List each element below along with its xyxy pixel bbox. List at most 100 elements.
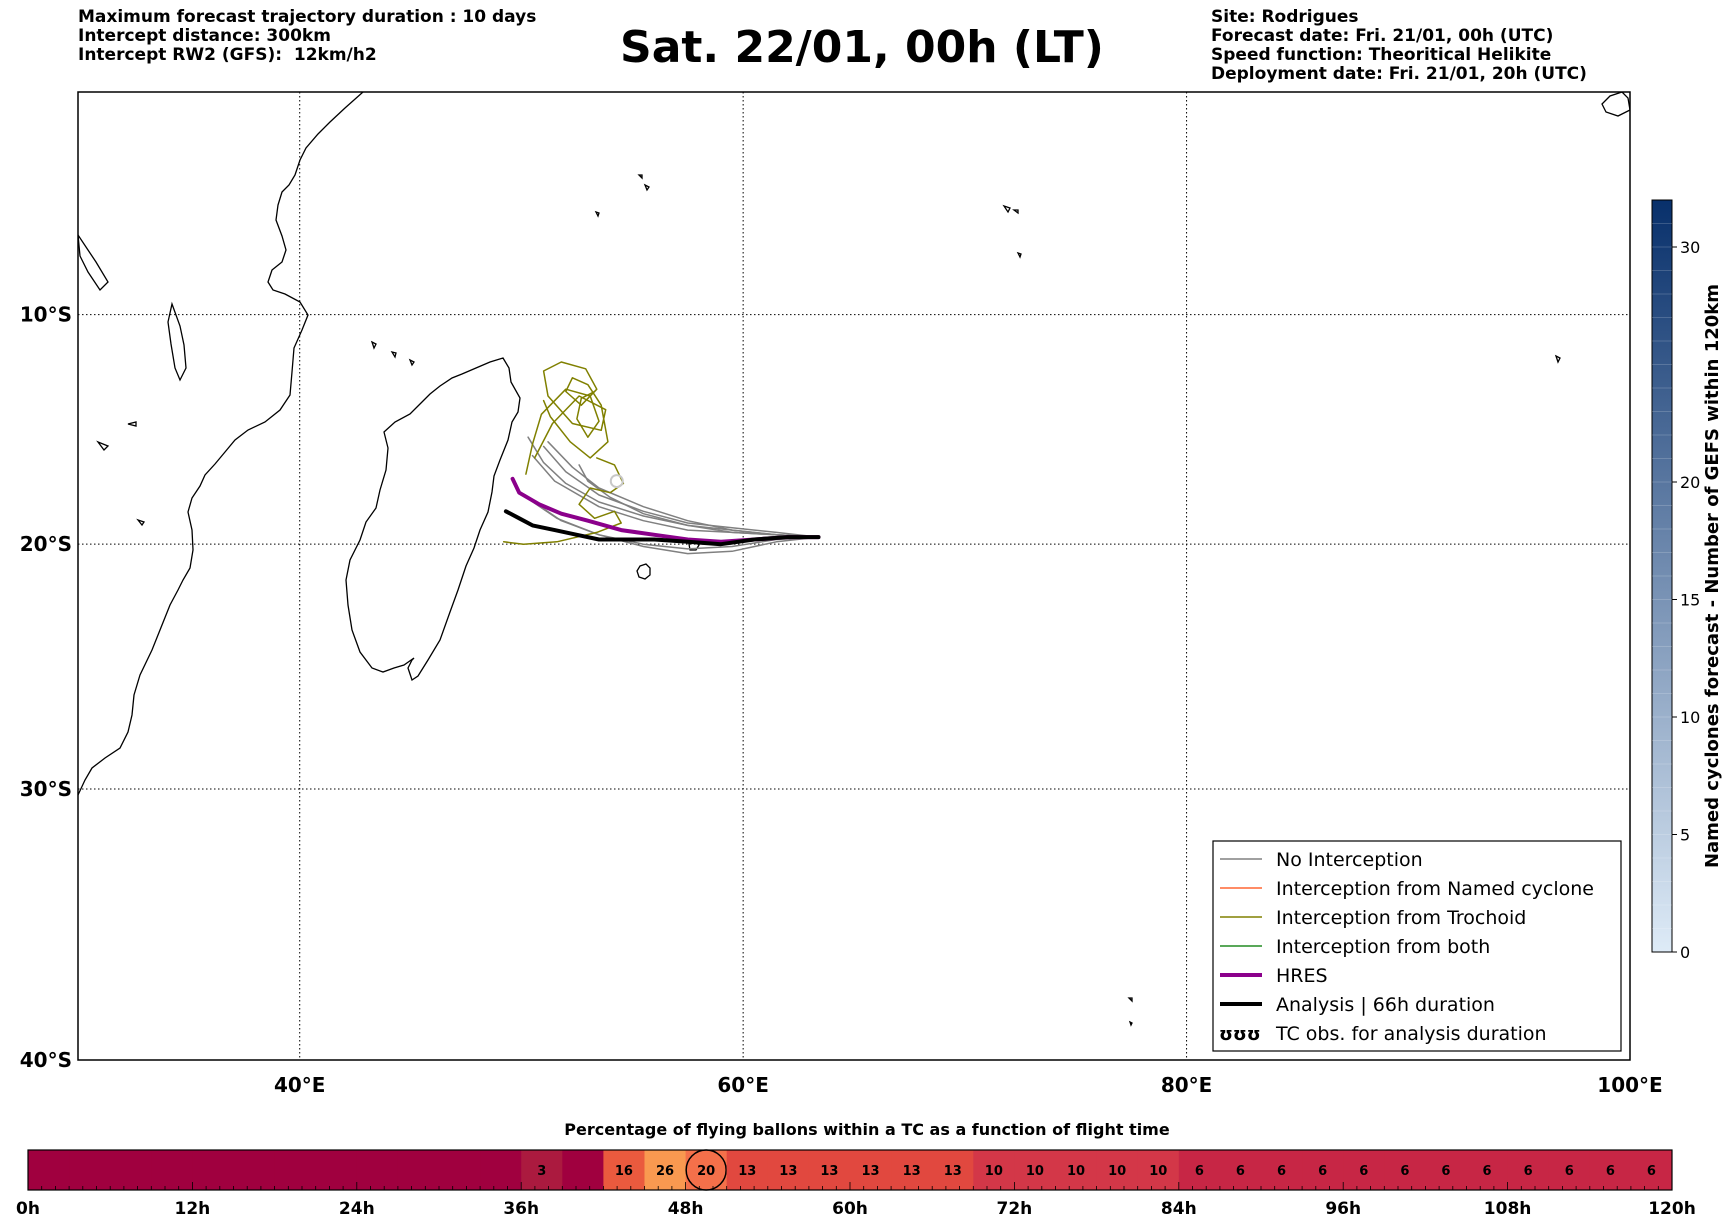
timeline-cell (1178, 1150, 1221, 1190)
lat-tick-label: 10°S (20, 303, 72, 327)
timeline-cell (1261, 1150, 1303, 1190)
timeline-cell (1589, 1150, 1632, 1190)
timeline-cell (69, 1150, 111, 1190)
trajectory-no-interception (542, 445, 820, 538)
timeline-tick-label: 0h (16, 1199, 40, 1219)
timeline-cell (28, 1150, 70, 1190)
lon-tick-label: 40°E (274, 1073, 326, 1097)
timeline-cell-label: 3 (537, 1164, 546, 1179)
legend-label: TC obs. for analysis duration (1275, 1023, 1547, 1045)
timeline-cell (315, 1150, 358, 1190)
legend-label: Interception from Trochoid (1276, 907, 1526, 929)
trajectory-no-interception (547, 441, 820, 538)
small-islands-east (1127, 354, 1561, 1027)
timeline-cell-label: 6 (1277, 1164, 1286, 1179)
timeline-cell-label: 26 (656, 1164, 674, 1179)
colorbar-gradient (1651, 199, 1673, 953)
timeline-cell-label: 10 (1067, 1164, 1085, 1179)
timeline-cell (110, 1150, 152, 1190)
trajectory-interception-from-trochoid (533, 361, 609, 459)
map-axis-labels: 40°E 60°E 80°E 100°E 10°S 20°S 30°S 40°S (20, 303, 1663, 1097)
timeline-cell-label: 13 (944, 1164, 962, 1179)
timeline-tick-label: 108h (1484, 1199, 1532, 1219)
australia-coastline (1601, 92, 1630, 117)
timeline-cell-label: 6 (1441, 1164, 1450, 1179)
trajectory-interception-from-trochoid (525, 388, 600, 475)
coastlines (78, 92, 1630, 1027)
colorbar-tick-label: 10 (1680, 708, 1700, 727)
africa-coastline (78, 92, 364, 796)
mozambique-channel-island (167, 301, 187, 382)
colorbar: 0 5 10 15 20 30 Named cyclones forecast - Num… (1651, 199, 1723, 962)
timeline-cell (1302, 1150, 1344, 1190)
header-right-line-4: Deployment date: Fri. 21/01, 20h (UTC) (1211, 64, 1587, 84)
header-left-line-3: Intercept RW2 (GFS): 12km/h2 (78, 45, 377, 65)
timeline-cell (1466, 1150, 1509, 1190)
timeline-cell (1096, 1150, 1139, 1190)
timeline-cell (1219, 1150, 1262, 1190)
timeline-cell-label: 10 (1108, 1164, 1126, 1179)
timeline-cell-label: 13 (862, 1164, 880, 1179)
legend: No Interception Interception from Named c… (1212, 840, 1622, 1052)
map-frame (77, 91, 1631, 1061)
timeline-cell (192, 1150, 234, 1190)
timeline-cell-label: 13 (820, 1164, 838, 1179)
lat-tick-label: 40°S (20, 1048, 72, 1072)
timeline-tick-label: 72h (997, 1199, 1033, 1219)
timeline-tick-label: 120h (1648, 1199, 1696, 1219)
timeline-tick-label: 24h (339, 1199, 375, 1219)
maldives-islands (1002, 204, 1022, 259)
timeline-cell (726, 1150, 769, 1190)
trajectory-analysis-66h-duration (503, 509, 821, 547)
timeline-cell (850, 1150, 892, 1190)
timeline-cell-label: 6 (1400, 1164, 1409, 1179)
tanzania-islands (96, 421, 146, 527)
timeline-cell (808, 1150, 851, 1190)
timeline-cell (562, 1150, 604, 1190)
colorbar-tick-label: 0 (1680, 943, 1690, 962)
timeline-cell-label: 13 (779, 1164, 797, 1179)
madagascar-coastline (345, 357, 521, 682)
timeline-cell (932, 1150, 974, 1190)
lat-tick-label: 20°S (20, 532, 72, 556)
mauritius-coastline (636, 563, 651, 580)
legend-label: Analysis | 66h duration (1276, 994, 1495, 1016)
timeline-tick-label: 60h (832, 1199, 868, 1219)
timeline-cell-label: 10 (1149, 1164, 1167, 1179)
map-gridlines (78, 92, 1630, 1060)
timeline-cell-label: 6 (1565, 1164, 1574, 1179)
colorbar-tick-label: 30 (1680, 238, 1700, 257)
colorbar-tick-label: 15 (1680, 591, 1700, 610)
timeline-cell (1507, 1150, 1550, 1190)
timeline-cell-label: 10 (1026, 1164, 1044, 1179)
timeline-cell (603, 1150, 645, 1190)
timeline-cell (1384, 1150, 1426, 1190)
lon-tick-label: 60°E (717, 1073, 769, 1097)
timeline-tick-label: 48h (668, 1199, 704, 1219)
timeline-cell-label: 6 (1318, 1164, 1327, 1179)
trajectory-no-interception (525, 496, 820, 555)
seychelles-islands (594, 174, 650, 218)
timeline-cell (1137, 1150, 1180, 1190)
timeline-cell-label: 13 (738, 1164, 756, 1179)
timeline-title: Percentage of flying ballons within a TC… (564, 1120, 1170, 1139)
legend-label: HRES (1276, 965, 1328, 987)
timeline-cell (274, 1150, 317, 1190)
timeline-cell (521, 1150, 563, 1190)
timeline-cell (1548, 1150, 1591, 1190)
lon-tick-label: 80°E (1161, 1073, 1213, 1097)
timeline-cell-label: 6 (1359, 1164, 1368, 1179)
timeline-cell (644, 1150, 687, 1190)
timeline-panel: Percentage of flying ballons within a TC… (16, 1120, 1696, 1219)
legend-label: No Interception (1276, 849, 1423, 871)
header-left-line-1: Maximum forecast trajectory duration : 1… (78, 7, 537, 27)
legend-box (1212, 840, 1622, 1052)
timeline-cell-label: 6 (1236, 1164, 1245, 1179)
timeline-cell (1425, 1150, 1467, 1190)
timeline-cell (151, 1150, 193, 1190)
timeline-cell (480, 1150, 522, 1190)
colorbar-label: Named cyclones forecast - Number of GEFS… (1702, 284, 1723, 868)
timeline-cell (233, 1150, 276, 1190)
timeline-cell-label: 6 (1195, 1164, 1204, 1179)
